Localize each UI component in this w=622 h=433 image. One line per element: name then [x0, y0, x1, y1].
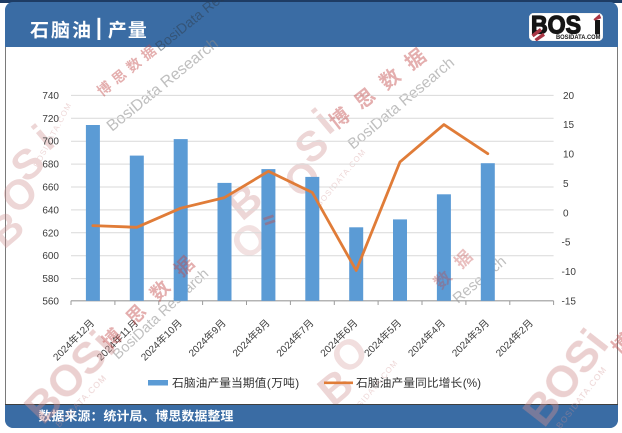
svg-text:0: 0: [563, 208, 569, 219]
svg-text:740: 740: [42, 91, 59, 102]
svg-text:-10: -10: [562, 267, 577, 278]
svg-text:): ): [295, 376, 299, 390]
svg-text:BOS: BOS: [531, 13, 581, 40]
svg-text:640: 640: [42, 205, 59, 216]
svg-text:10: 10: [563, 150, 575, 161]
svg-text:560: 560: [42, 296, 59, 307]
svg-text:(%): (%): [463, 376, 481, 390]
svg-text:2024: 2024: [406, 336, 430, 360]
svg-text:20: 20: [563, 91, 575, 102]
svg-text:720: 720: [42, 114, 59, 125]
svg-text:2024: 2024: [51, 340, 75, 364]
svg-text:700: 700: [42, 137, 59, 148]
svg-text:2024: 2024: [275, 336, 299, 360]
svg-text:2024: 2024: [494, 336, 518, 360]
svg-text:BosiData Research: BosiData Research: [345, 54, 458, 153]
svg-text:-5: -5: [562, 238, 571, 249]
svg-text:580: 580: [42, 274, 59, 285]
svg-text:600: 600: [42, 251, 59, 262]
svg-text:660: 660: [42, 183, 59, 194]
svg-text:2024: 2024: [139, 340, 163, 364]
svg-text:2024: 2024: [363, 336, 387, 360]
svg-text:680: 680: [42, 160, 59, 171]
svg-text:620: 620: [42, 228, 59, 239]
svg-text:15: 15: [563, 120, 575, 131]
svg-text:2024: 2024: [231, 336, 255, 360]
svg-text:-15: -15: [562, 296, 577, 307]
svg-text:Research: Research: [450, 253, 510, 307]
svg-text:2024: 2024: [187, 336, 211, 360]
svg-text:(: (: [267, 376, 271, 390]
svg-text:BOSIDATA.COM: BOSIDATA.COM: [556, 34, 601, 41]
svg-text:5: 5: [563, 179, 569, 190]
svg-text:2024: 2024: [450, 336, 474, 360]
